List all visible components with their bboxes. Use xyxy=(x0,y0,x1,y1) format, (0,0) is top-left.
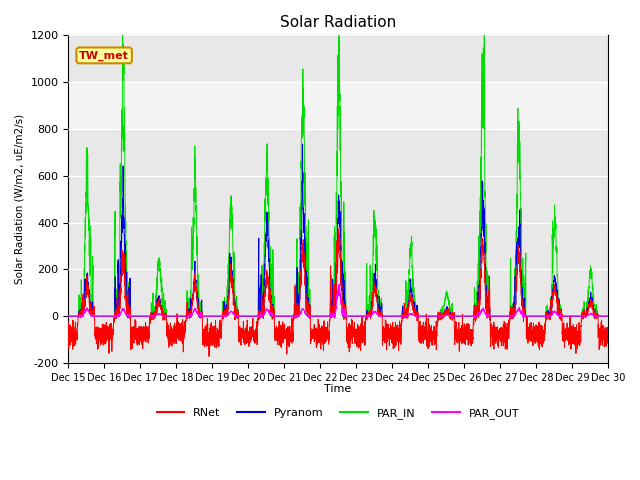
Text: TW_met: TW_met xyxy=(79,50,129,60)
Title: Solar Radiation: Solar Radiation xyxy=(280,15,396,30)
X-axis label: Time: Time xyxy=(324,384,352,394)
Bar xyxy=(68,82,608,129)
Y-axis label: Solar Radiation (W/m2, uE/m2/s): Solar Radiation (W/m2, uE/m2/s) xyxy=(15,114,25,284)
Legend: RNet, Pyranom, PAR_IN, PAR_OUT: RNet, Pyranom, PAR_IN, PAR_OUT xyxy=(152,403,524,423)
